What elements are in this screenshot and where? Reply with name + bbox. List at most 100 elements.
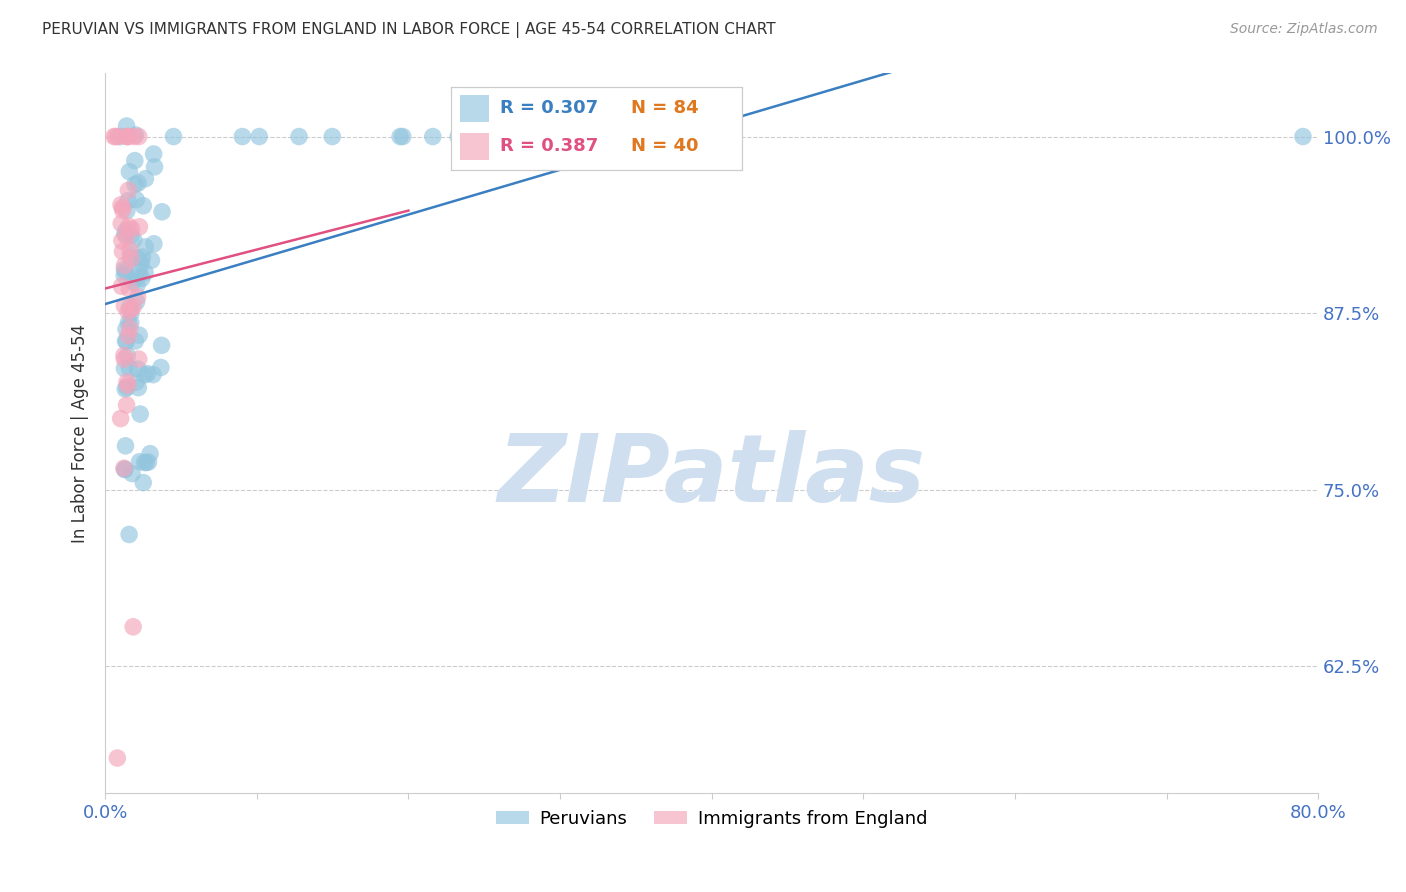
Point [110, 411, 132, 425]
Point [124, 334, 146, 348]
Point [136, 367, 159, 381]
Point [121, 222, 143, 236]
Point [122, 233, 145, 247]
Point [134, 368, 156, 382]
Point [127, 381, 149, 395]
Point [107, 129, 129, 144]
Point [115, 334, 138, 349]
Point [120, 228, 142, 243]
Point [120, 316, 142, 330]
Point [138, 455, 160, 469]
Point [475, 129, 498, 144]
Point [115, 129, 138, 144]
Point [488, 129, 510, 144]
Text: Source: ZipAtlas.com: Source: ZipAtlas.com [1230, 22, 1378, 37]
Point [117, 349, 139, 363]
Text: ZIPatlas: ZIPatlas [498, 430, 925, 523]
Point [115, 223, 138, 237]
Point [111, 201, 134, 215]
Point [389, 129, 412, 144]
Point [127, 362, 149, 376]
Point [117, 316, 139, 330]
Point [115, 229, 138, 244]
Point [112, 352, 135, 367]
Point [132, 475, 155, 490]
Point [122, 129, 145, 144]
Point [105, 751, 128, 765]
Point [118, 300, 141, 314]
Point [134, 266, 156, 280]
Point [117, 129, 139, 144]
Point [139, 447, 162, 461]
Point [134, 455, 156, 469]
Point [134, 240, 156, 254]
Point [117, 305, 139, 319]
Point [121, 467, 143, 481]
Point [117, 378, 139, 392]
Point [127, 176, 149, 190]
Point [112, 259, 135, 273]
Point [115, 322, 138, 336]
Point [122, 300, 145, 314]
Point [111, 203, 134, 218]
Legend: Peruvians, Immigrants from England: Peruvians, Immigrants from England [489, 802, 935, 835]
Point [104, 129, 127, 144]
Point [114, 334, 136, 348]
Point [142, 236, 165, 251]
Point [125, 251, 148, 265]
Point [134, 171, 156, 186]
Point [112, 268, 135, 283]
Point [124, 153, 146, 168]
Point [128, 352, 150, 367]
Point [135, 456, 157, 470]
Point [118, 527, 141, 541]
Point [128, 328, 150, 343]
Point [118, 360, 141, 375]
Y-axis label: In Labor Force | Age 45-54: In Labor Force | Age 45-54 [72, 324, 89, 542]
Point [162, 129, 184, 144]
Point [125, 376, 148, 390]
Point [143, 160, 166, 174]
Point [128, 455, 150, 469]
Point [125, 270, 148, 285]
Point [132, 199, 155, 213]
Point [115, 380, 138, 394]
Point [117, 183, 139, 197]
Point [127, 277, 149, 292]
Point [127, 290, 149, 304]
Text: PERUVIAN VS IMMIGRANTS FROM ENGLAND IN LABOR FORCE | AGE 45-54 CORRELATION CHART: PERUVIAN VS IMMIGRANTS FROM ENGLAND IN L… [42, 22, 776, 38]
Point [600, 129, 623, 144]
Point [288, 129, 311, 144]
Point [115, 203, 138, 218]
Point [150, 204, 173, 219]
Point [128, 264, 150, 278]
Point [131, 250, 153, 264]
Point [247, 129, 270, 144]
Point [114, 227, 136, 241]
Point [112, 299, 135, 313]
Point [118, 321, 141, 335]
Point [498, 129, 520, 144]
Point [1292, 129, 1315, 144]
Point [114, 439, 136, 453]
Point [122, 620, 145, 634]
Point [111, 244, 134, 259]
Point [422, 129, 444, 144]
Point [231, 129, 253, 144]
Point [110, 129, 132, 144]
Point [122, 275, 145, 289]
Point [110, 198, 132, 212]
Point [149, 360, 172, 375]
Point [118, 165, 141, 179]
Point [114, 264, 136, 278]
Point [118, 282, 141, 296]
Point [115, 119, 138, 133]
Point [321, 129, 343, 144]
Point [129, 407, 152, 421]
Point [117, 194, 139, 208]
Point [120, 302, 142, 317]
Point [120, 306, 142, 320]
Point [125, 294, 148, 309]
Point [142, 147, 165, 161]
Point [112, 361, 135, 376]
